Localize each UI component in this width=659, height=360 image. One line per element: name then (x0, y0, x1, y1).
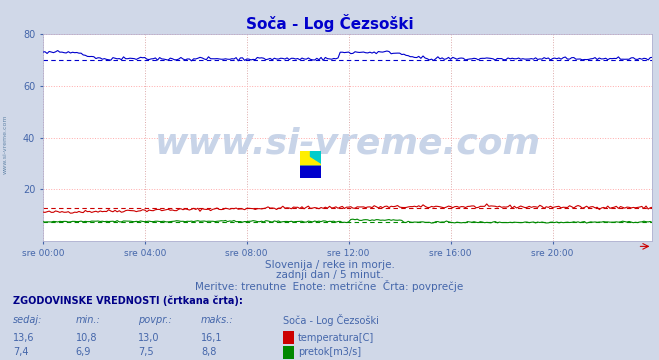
Text: 13,6: 13,6 (13, 333, 35, 343)
Text: min.:: min.: (76, 315, 101, 325)
Text: zadnji dan / 5 minut.: zadnji dan / 5 minut. (275, 270, 384, 280)
Bar (300, 151, 310, 165)
Text: maks.:: maks.: (201, 315, 234, 325)
Text: ZGODOVINSKE VREDNOSTI (črtkana črta):: ZGODOVINSKE VREDNOSTI (črtkana črta): (13, 295, 243, 306)
Text: 7,4: 7,4 (13, 347, 29, 357)
Text: 16,1: 16,1 (201, 333, 223, 343)
Text: www.si-vreme.com: www.si-vreme.com (155, 127, 540, 161)
Bar (300, 165, 321, 178)
Bar (310, 151, 321, 165)
Polygon shape (300, 151, 321, 165)
Text: Meritve: trenutne  Enote: metrične  Črta: povprečje: Meritve: trenutne Enote: metrične Črta: … (195, 280, 464, 292)
Text: sedaj:: sedaj: (13, 315, 43, 325)
Text: www.si-vreme.com: www.si-vreme.com (3, 114, 8, 174)
Text: 10,8: 10,8 (76, 333, 98, 343)
Text: temperatura[C]: temperatura[C] (298, 333, 374, 343)
Text: povpr.:: povpr.: (138, 315, 172, 325)
Text: 7,5: 7,5 (138, 347, 154, 357)
Text: 13,0: 13,0 (138, 333, 160, 343)
Text: 6,9: 6,9 (76, 347, 91, 357)
Text: 8,8: 8,8 (201, 347, 216, 357)
Polygon shape (300, 151, 321, 165)
Text: Soča - Log Čezsoški: Soča - Log Čezsoški (283, 314, 379, 327)
Text: Slovenija / reke in morje.: Slovenija / reke in morje. (264, 260, 395, 270)
Text: pretok[m3/s]: pretok[m3/s] (298, 347, 361, 357)
Text: Soča - Log Čezsoški: Soča - Log Čezsoški (246, 14, 413, 32)
